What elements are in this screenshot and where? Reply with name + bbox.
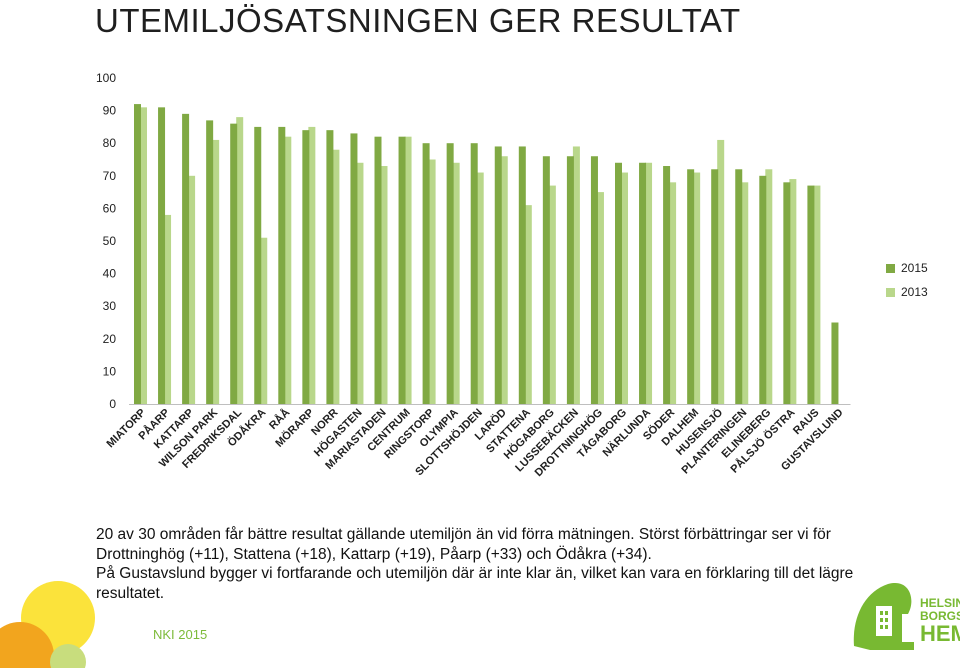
y-tick-label: 60 — [103, 201, 117, 215]
y-tick-label: 50 — [103, 234, 117, 248]
bar-2013 — [596, 192, 604, 404]
bar-2013 — [332, 149, 340, 404]
legend-swatch-2013 — [886, 287, 895, 297]
bar-2013 — [789, 179, 797, 404]
bar-2015 — [470, 143, 478, 404]
decorative-circles-icon — [0, 581, 95, 668]
footer-label: NKI 2015 — [153, 627, 208, 642]
house-tree-logo-icon — [853, 582, 914, 650]
legend-item-2015: 2015 — [886, 261, 928, 275]
bar-2015 — [759, 175, 767, 404]
bar-2013 — [476, 172, 484, 404]
page-title: UTEMILJÖSATSNINGEN GER RESULTAT — [95, 2, 741, 39]
bar-2013 — [428, 159, 436, 404]
bar-2015 — [494, 146, 502, 404]
bar-2013 — [500, 156, 508, 404]
summary-paragraph: 20 av 30 områden får bättre resultat gäl… — [96, 526, 831, 563]
bar-2015 — [639, 162, 647, 404]
legend-label-2015: 2015 — [901, 261, 928, 275]
y-tick-label: 100 — [96, 71, 116, 85]
bar-2015 — [446, 143, 454, 404]
bar-2015 — [350, 133, 358, 405]
summary-text: 20 av 30 områden får bättre resultat gäl… — [96, 525, 856, 603]
bar-2013 — [572, 146, 580, 404]
bar-2013 — [356, 162, 364, 404]
bar-2013 — [164, 214, 172, 404]
bar-2015 — [398, 136, 406, 404]
bar-2015 — [206, 120, 214, 404]
y-tick-label: 70 — [103, 169, 117, 183]
bar-2015 — [518, 146, 526, 404]
bar-2015 — [831, 322, 839, 404]
bar-2015 — [134, 104, 141, 404]
bar-2013 — [524, 205, 532, 404]
bar-2015 — [687, 169, 695, 404]
bar-2013 — [212, 139, 220, 404]
y-axis: 0 10 20 30 40 50 60 70 80 90 100 — [96, 71, 851, 411]
bar-2013 — [380, 166, 388, 404]
chart-legend: 2015 2013 — [886, 261, 928, 310]
bar-2013 — [693, 172, 701, 404]
bar-2015 — [278, 126, 286, 405]
legend-swatch-2015 — [886, 263, 895, 273]
bar-2015 — [230, 123, 238, 404]
logo-text-line2: BORGS — [920, 609, 960, 623]
bar-2013 — [765, 169, 773, 404]
y-tick-label: 80 — [103, 136, 117, 150]
y-tick-label: 40 — [103, 267, 117, 281]
bar-2013 — [308, 126, 316, 405]
bar-chart: 0 10 20 30 40 50 60 70 80 90 100 MIATORPPÅARPKATTA… — [96, 71, 851, 479]
bar-2015 — [254, 126, 262, 405]
bar-2015 — [158, 107, 166, 404]
legend-label-2013: 2013 — [901, 285, 928, 299]
bar-2015 — [590, 156, 598, 404]
bar-2013 — [669, 182, 677, 404]
bar-2013 — [813, 185, 821, 404]
logo-text-line1: HELSING — [920, 596, 960, 610]
bar-2015 — [711, 169, 719, 404]
bar-2013 — [741, 182, 749, 404]
y-tick-label: 30 — [103, 299, 117, 313]
bar-2015 — [374, 136, 382, 404]
bar-2013 — [717, 139, 725, 404]
logo-text-line3: HEM — [920, 621, 960, 646]
bar-group — [134, 104, 839, 405]
bar-2013 — [236, 117, 244, 405]
bar-2015 — [182, 113, 190, 405]
bar-2013 — [645, 162, 653, 404]
y-tick-label: 10 — [103, 364, 117, 378]
bar-2015 — [542, 156, 550, 404]
y-tick-label: 20 — [103, 332, 117, 346]
bar-2013 — [548, 185, 556, 404]
bar-2013 — [140, 107, 147, 404]
bar-2013 — [260, 237, 268, 404]
bar-2015 — [783, 182, 791, 404]
bar-2015 — [663, 166, 671, 404]
bar-2015 — [807, 185, 815, 404]
bar-2015 — [615, 162, 622, 404]
bar-2015 — [302, 130, 310, 404]
bar-2015 — [422, 143, 430, 404]
bar-2015 — [735, 169, 743, 404]
bar-2013 — [404, 136, 412, 404]
bar-2013 — [284, 136, 292, 404]
bar-2013 — [452, 162, 460, 404]
summary-paragraph: På Gustavslund bygger vi fortfarande och… — [96, 565, 854, 602]
y-tick-label: 0 — [109, 397, 116, 411]
legend-item-2013: 2013 — [886, 285, 928, 299]
bar-2015 — [566, 156, 574, 404]
bar-2013 — [188, 175, 196, 404]
y-tick-label: 90 — [103, 104, 117, 118]
bar-2015 — [326, 130, 334, 404]
bar-2013 — [621, 172, 628, 404]
